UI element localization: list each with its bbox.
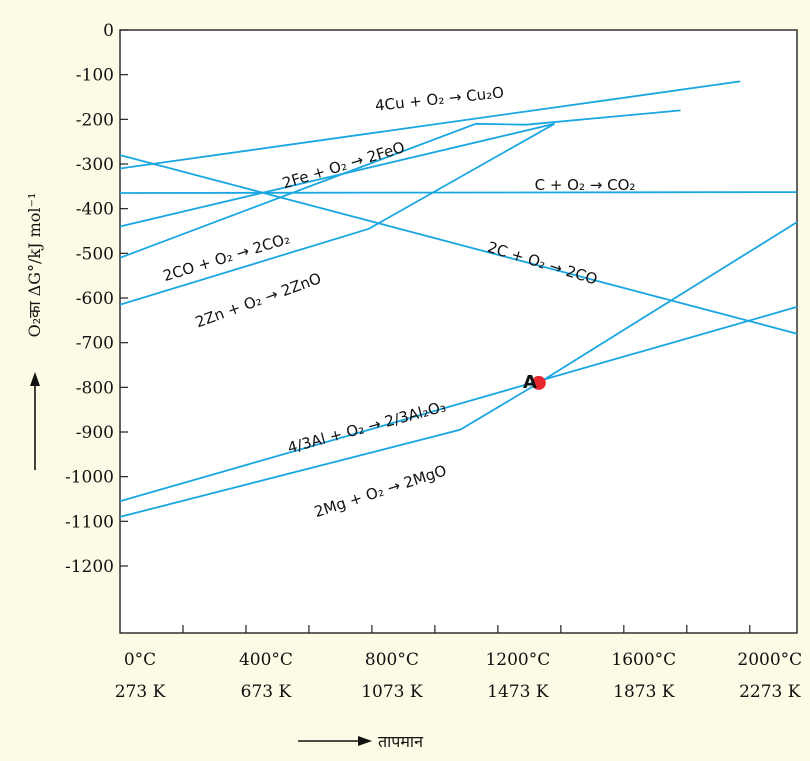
y-tick-label: -300 [76,155,114,175]
series-line-6 [119,306,798,503]
x-tick-label-kelvin: 1873 K [613,682,675,702]
y-tick-label: -1200 [65,557,114,577]
x-axis-title: तापमान [378,732,424,751]
x-tick-label-celsius: 1600°C [611,650,676,670]
x-axis-arrowhead-icon [358,736,372,746]
y-axis-title: O₂का ΔG°/kJ mol⁻¹ [25,193,44,338]
y-tick-label: -200 [76,110,114,130]
label-c-co2: C + O₂ → CO₂ [535,176,636,194]
series-line-1 [119,109,681,259]
series-line-4 [119,154,798,335]
y-tick-label: -100 [76,66,114,86]
x-axis: 0°C 273 K 400°C 673 K 800°C 1073 K 1200°C 1473 … [115,625,802,702]
y-tick-label: -800 [76,378,114,398]
y-tick-label: -500 [76,244,114,264]
x-tick-label-kelvin: 673 K [241,682,292,702]
series-line-5 [119,123,555,306]
y-axis-title-group: O₂का ΔG°/kJ mol⁻¹ [25,193,44,470]
x-tick-label-celsius: 1200°C [485,650,550,670]
series-line-3 [119,122,555,228]
x-tick-label-kelvin: 2273 K [739,682,801,702]
y-tick-label: -1000 [65,468,114,488]
x-tick-label-kelvin: 273 K [115,682,166,702]
point-a-marker [531,375,546,390]
x-tick-label-kelvin: 1473 K [487,682,549,702]
x-tick-label-kelvin: 1073 K [361,682,423,702]
x-tick-label-celsius: 2000°C [737,650,802,670]
y-tick-label: 0 [103,21,114,41]
x-tick-label-celsius: 800°C [365,650,419,670]
y-tick-label: -1100 [65,512,114,532]
series-lines [119,80,798,518]
x-tick-label-celsius: 0°C [124,650,156,670]
y-axis-arrowhead-icon [30,372,40,386]
y-tick-label: -900 [76,423,114,443]
y-tick-label: -600 [76,289,114,309]
annotations [531,375,546,390]
series-line-0 [119,80,741,170]
y-axis: 0 -100 -200 -300 -400 -500 -600 -700 -800 -900 -10… [65,21,128,577]
x-axis-title-group: तापमान [298,732,424,751]
point-a-label: A [523,372,537,393]
x-tick-label-celsius: 400°C [239,650,293,670]
y-tick-label: -700 [76,334,114,354]
y-tick-label: -400 [76,200,114,220]
series-line-2 [119,191,798,194]
series-line-7 [119,221,798,518]
